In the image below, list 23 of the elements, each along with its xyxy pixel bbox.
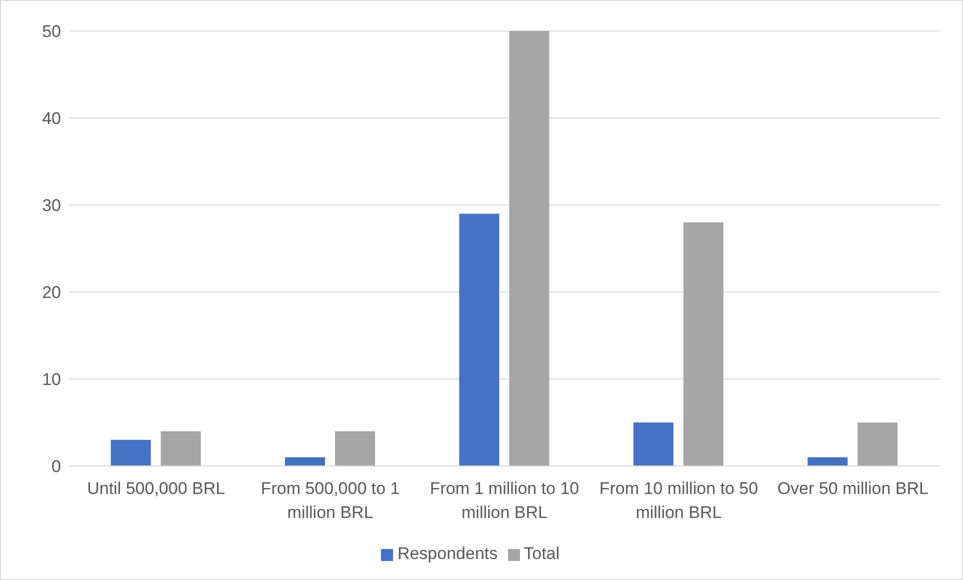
x-tick-label: Over 50 million BRL	[777, 479, 928, 498]
bar	[683, 222, 724, 466]
bar	[858, 422, 898, 466]
y-tick-label: 40	[42, 109, 61, 128]
legend-label: Respondents	[397, 544, 498, 563]
x-tick-label: From 1 million to 10 million BRL	[430, 479, 580, 522]
bar	[509, 31, 550, 466]
bar	[633, 422, 674, 466]
bar	[808, 457, 848, 466]
bar	[459, 214, 500, 466]
bar	[160, 431, 201, 466]
bar	[110, 440, 151, 466]
y-tick-label: 0	[52, 457, 61, 476]
x-tick-label: From 500,000 to 1 million BRL	[260, 479, 400, 522]
y-tick-label: 30	[42, 196, 61, 216]
y-tick-label: 20	[42, 283, 61, 302]
bar	[335, 431, 376, 466]
x-tick-label: Until 500,000 BRL	[87, 479, 226, 498]
legend-label: Total	[524, 544, 560, 563]
bar	[285, 457, 326, 466]
y-tick-label: 50	[42, 22, 61, 42]
x-tick-label: From 10 million to 50 million BRL	[599, 479, 758, 522]
y-tick-label: 10	[42, 370, 61, 390]
